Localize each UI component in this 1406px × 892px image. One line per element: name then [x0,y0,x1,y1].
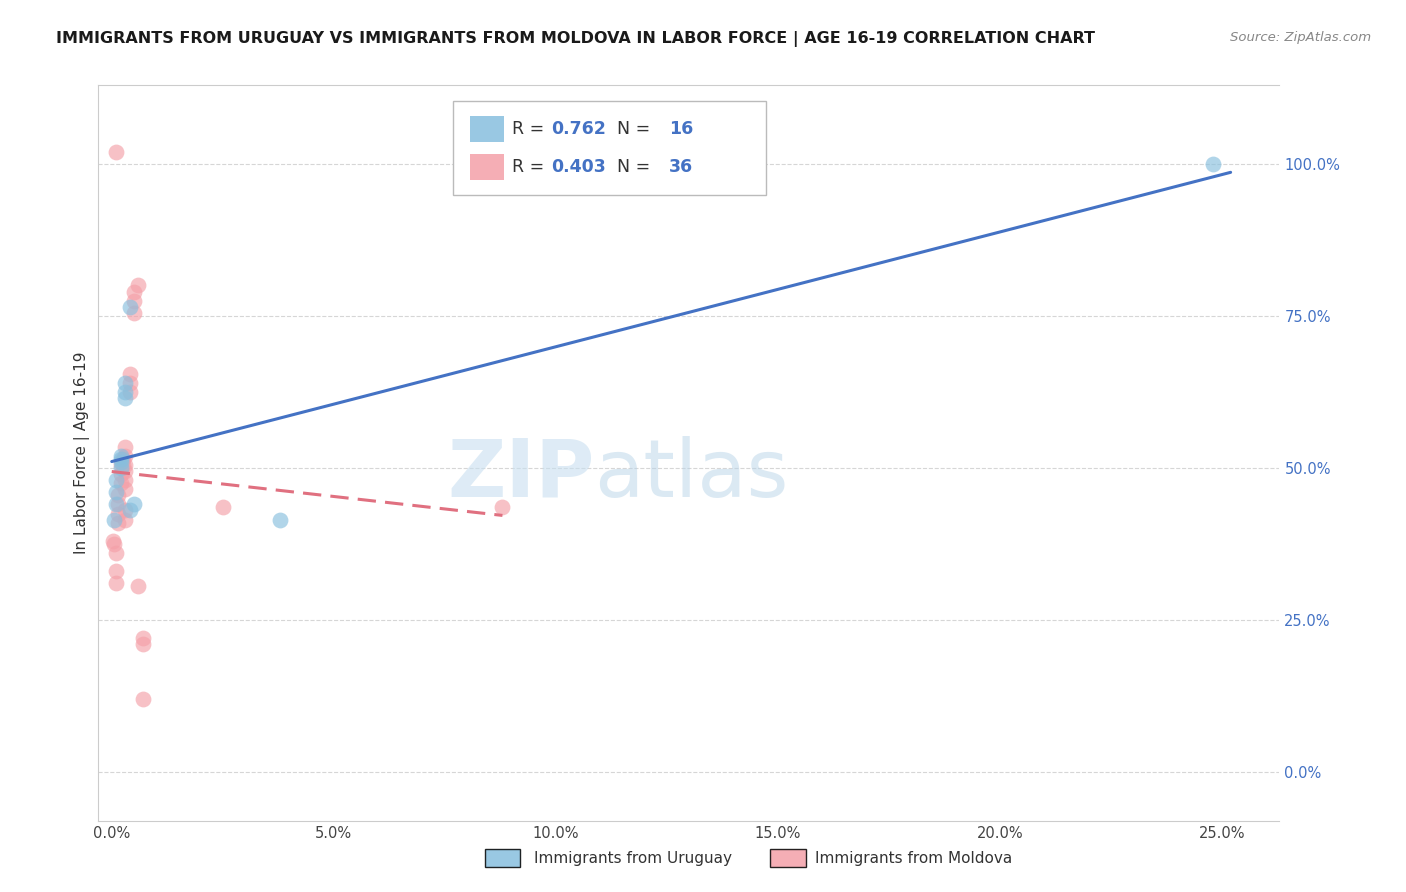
Point [111,451,134,466]
Point [105,546,128,560]
Point [105,576,128,591]
Point [118,300,141,314]
Text: R =: R = [512,120,550,138]
Text: 36: 36 [669,158,693,176]
Point [103,537,125,551]
Text: 0.762: 0.762 [551,120,606,138]
Point [114,458,136,472]
Point [114,464,136,478]
Point [107,497,129,511]
Point [127,580,149,594]
Text: 16: 16 [669,120,693,138]
FancyBboxPatch shape [453,101,766,195]
Point [269,513,291,527]
Y-axis label: In Labor Force | Age 16-19: In Labor Force | Age 16-19 [75,351,90,554]
Point [118,384,141,399]
Text: IMMIGRANTS FROM URUGUAY VS IMMIGRANTS FROM MOLDOVA IN LABOR FORCE | AGE 16-19 CO: IMMIGRANTS FROM URUGUAY VS IMMIGRANTS FR… [56,31,1095,47]
Text: Source: ZipAtlas.com: Source: ZipAtlas.com [1230,31,1371,45]
Point [114,449,136,463]
Point [107,507,129,521]
Point [103,513,125,527]
Text: ZIP: ZIP [447,436,595,514]
Point [127,278,149,293]
Point [114,473,136,487]
Point [105,485,128,500]
Point [110,449,132,463]
Point [114,482,136,496]
Point [118,367,141,381]
Point [118,376,141,390]
Point [491,500,513,515]
Point [105,473,128,487]
Point [132,692,155,706]
Point [132,637,155,651]
Point [114,384,136,399]
Point [211,500,233,515]
Point [110,467,132,481]
Point [105,145,128,159]
Point [114,513,136,527]
Point [110,455,132,469]
Point [105,497,128,511]
Text: atlas: atlas [595,436,789,514]
Point [107,488,129,502]
Text: Immigrants from Uruguay: Immigrants from Uruguay [534,851,733,865]
Point [114,391,136,405]
Point [122,285,145,299]
Point [114,503,136,517]
Point [111,458,134,472]
Point [118,503,141,517]
Point [110,461,132,475]
Point [110,451,132,466]
Bar [471,154,503,180]
Point [101,533,124,548]
Point [107,516,129,530]
Point [110,458,132,472]
Bar [471,116,503,142]
Point [122,306,145,320]
Text: 0.403: 0.403 [551,158,606,176]
Text: N =: N = [606,158,657,176]
Point [132,631,155,645]
Point [110,476,132,491]
Point [105,564,128,578]
Text: R =: R = [512,158,550,176]
Point [122,293,145,308]
Point [114,440,136,454]
Point [122,497,145,511]
Point [114,376,136,390]
Point [1202,157,1225,171]
Text: Immigrants from Moldova: Immigrants from Moldova [815,851,1012,865]
Text: N =: N = [606,120,657,138]
